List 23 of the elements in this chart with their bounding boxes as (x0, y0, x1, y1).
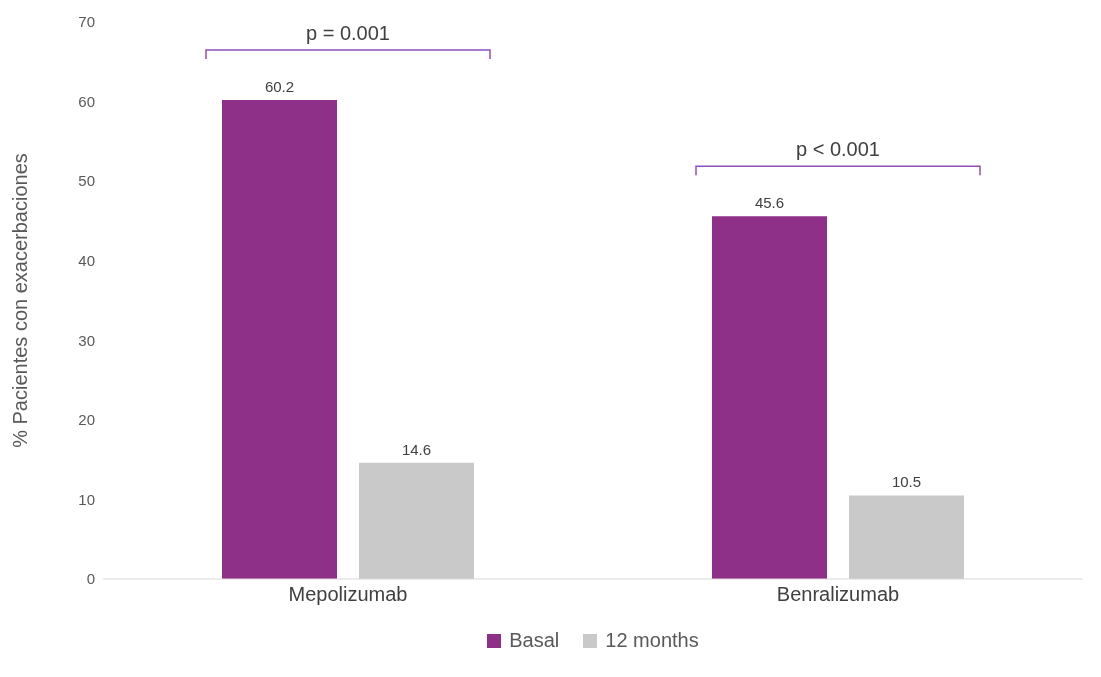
annotation: p = 0.001 (306, 21, 390, 44)
y-tick-label: 10 (78, 490, 95, 508)
y-tick-label: 60 (78, 92, 95, 110)
y-tick-label: 0 (86, 570, 95, 588)
y-tick-label: 70 (78, 13, 95, 31)
y-tick-label: 20 (78, 411, 95, 429)
y-tick-label: 50 (78, 172, 95, 190)
data-label: 14.6 (401, 440, 432, 458)
x-tick-label: Mepolizumab (288, 583, 408, 606)
annotation: p < 0.001 (796, 138, 880, 161)
data-label: 60.2 (264, 77, 295, 95)
bar (359, 462, 474, 579)
legend-label: 12 months (604, 629, 699, 652)
bar (849, 495, 964, 579)
y-tick-label: 30 (78, 331, 95, 349)
bar (222, 99, 337, 579)
bar (712, 216, 827, 579)
legend-label: Basal (508, 629, 560, 652)
y-axis-title: % Pacientes con exacerbaciones (9, 153, 32, 448)
data-label: 45.6 (754, 194, 785, 212)
x-tick-label: Benralizumab (776, 583, 900, 606)
y-tick-label: 40 (78, 252, 95, 270)
data-label: 10.5 (891, 473, 922, 491)
